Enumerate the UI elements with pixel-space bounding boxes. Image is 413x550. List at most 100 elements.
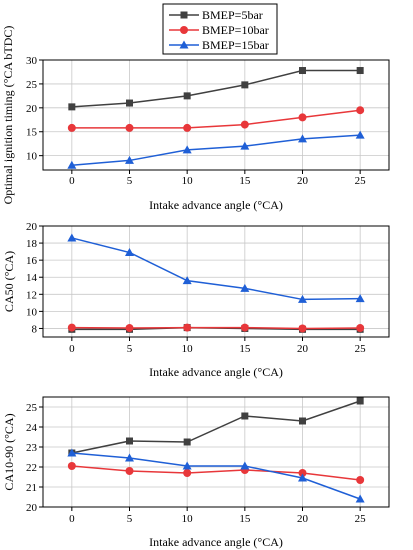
plot-frame	[42, 225, 390, 338]
data-point	[241, 81, 249, 89]
y-tick-label: 18	[26, 238, 38, 250]
data-point	[356, 397, 364, 405]
data-point	[182, 276, 192, 285]
data-point	[67, 123, 76, 132]
data-point	[240, 323, 249, 332]
y-tick-label: 22	[26, 462, 37, 474]
data-point	[299, 67, 306, 75]
data-point	[356, 67, 364, 75]
data-point	[183, 438, 191, 446]
chart-panel-2: 0 5 10 15 20 25 8 10 12 14 16 18 20 Intake advance an…	[2, 221, 390, 379]
data-point	[125, 247, 134, 256]
y-tick-label: 25	[26, 79, 38, 91]
x-tick-label: 20	[297, 513, 309, 525]
data-point	[298, 473, 307, 482]
series-line	[71, 237, 361, 301]
chart-panel-3: 0 5 10 15 20 25 20 21 22 23 24 25 Intake advance ang…	[2, 396, 390, 549]
x-tick-label: 0	[69, 343, 75, 355]
x-tick-label: 10	[182, 513, 194, 525]
data-point	[298, 134, 307, 143]
data-point	[298, 294, 307, 303]
x-tick-label: 10	[182, 343, 194, 355]
series-line	[71, 134, 361, 166]
y-tick-label: 14	[26, 272, 38, 284]
data-point	[298, 469, 307, 477]
y-tick-label: 21	[26, 482, 37, 494]
data-point	[67, 462, 76, 470]
y-tick-label: 8	[32, 323, 38, 335]
data-point	[355, 294, 365, 303]
legend-marker-1	[180, 11, 188, 19]
data-point	[182, 145, 192, 154]
x-tick-label: 0	[69, 513, 75, 525]
legend-label-3: BMEP=15bar	[202, 38, 269, 52]
x-tick-label: 15	[239, 513, 251, 525]
data-point	[240, 120, 249, 129]
data-point	[298, 324, 307, 333]
y-axis-title: Optimal ignition timing (°CA bTDC)	[1, 26, 15, 205]
y-tick-label: 20	[26, 221, 38, 233]
legend-marker-2	[180, 26, 188, 34]
series-line	[71, 452, 361, 500]
data-point	[67, 160, 77, 169]
x-tick-label: 10	[182, 175, 194, 187]
series-line	[71, 109, 361, 129]
data-point	[126, 99, 133, 107]
x-tick-label: 25	[355, 513, 367, 525]
data-point	[240, 141, 250, 150]
y-tick-label: 20	[26, 502, 38, 514]
y-tick-label: 24	[26, 422, 38, 434]
data-point	[355, 494, 365, 503]
chart-panels: 0 5 10 15 20 25 10 15 20 25 30 Intake advance angle…	[1, 26, 390, 549]
plot-frame	[42, 59, 390, 171]
y-tick-label: 12	[26, 289, 37, 301]
x-tick-label: 15	[239, 343, 251, 355]
data-point	[299, 417, 306, 425]
x-tick-label: 20	[297, 175, 309, 187]
y-tick-label: 23	[26, 442, 38, 454]
series-1	[68, 67, 364, 111]
x-tick-label: 5	[127, 343, 133, 355]
series-line	[71, 69, 361, 108]
x-axis-title: Intake advance angle (°CA)	[149, 535, 283, 549]
series-line	[71, 326, 361, 330]
data-point	[67, 448, 77, 457]
data-point	[67, 323, 76, 332]
data-point	[241, 412, 249, 420]
data-point	[183, 123, 192, 132]
chart-panel-1: 0 5 10 15 20 25 10 15 20 25 30 Intake advance angle…	[1, 26, 390, 212]
y-tick-label: 15	[26, 127, 38, 139]
legend-label-1: BMEP=5bar	[202, 8, 263, 22]
y-axis-title: CA10-90 (°CA)	[2, 413, 16, 490]
data-point	[68, 103, 76, 111]
plot-frame	[42, 396, 390, 508]
data-point	[125, 453, 134, 462]
y-tick-label: 10	[26, 306, 38, 318]
data-point	[182, 461, 192, 470]
series-2	[67, 462, 365, 484]
x-tick-label: 15	[239, 175, 251, 187]
data-point	[67, 233, 77, 242]
data-point	[183, 469, 192, 477]
data-point	[240, 283, 250, 292]
legend-label-2: BMEP=10bar	[202, 23, 269, 37]
x-tick-label: 20	[297, 343, 309, 355]
x-axis-title: Intake advance angle (°CA)	[149, 198, 283, 212]
x-tick-label: 5	[127, 175, 133, 187]
data-point	[356, 106, 365, 115]
y-tick-label: 20	[26, 103, 38, 115]
y-tick-label: 30	[26, 55, 38, 67]
series-line	[71, 465, 361, 481]
data-point	[298, 113, 307, 122]
x-axis-title: Intake advance angle (°CA)	[149, 365, 283, 379]
data-point	[125, 155, 134, 164]
y-axis-title: CA50 (°CA)	[2, 251, 16, 312]
y-tick-label: 10	[26, 151, 38, 163]
data-point	[355, 130, 365, 139]
series-line	[71, 400, 361, 454]
series-2	[67, 323, 365, 333]
series-2	[67, 106, 365, 132]
y-tick-label: 25	[26, 402, 38, 414]
